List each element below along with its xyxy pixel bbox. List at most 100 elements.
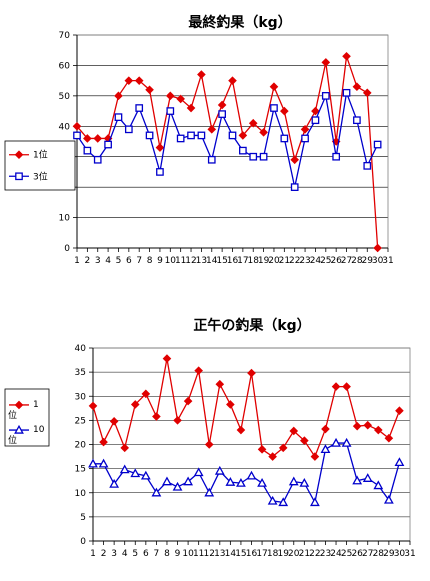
data-point (248, 118, 258, 128)
data-point (135, 104, 144, 112)
data-point (176, 94, 185, 104)
x-tick-label: 26 (351, 549, 363, 559)
data-point (134, 76, 144, 85)
data-point (270, 104, 278, 112)
x-tick-label: 18 (248, 256, 260, 266)
x-tick-label: 28 (351, 256, 363, 266)
x-tick-label: 17 (256, 549, 267, 559)
chart-title: 正午の釣果（kg） (193, 317, 310, 334)
data-point (151, 487, 162, 497)
data-point (321, 92, 330, 100)
y-tick-label: 35 (75, 368, 86, 378)
x-tick-label: 10 (165, 256, 177, 266)
data-point (124, 76, 134, 85)
data-point (162, 354, 172, 363)
legend-label: 位 (8, 434, 17, 446)
data-point (83, 146, 92, 155)
data-point (193, 467, 204, 477)
data-point (197, 70, 206, 79)
data-point (395, 406, 404, 416)
data-point (236, 425, 246, 435)
data-point (176, 134, 185, 143)
data-point (172, 481, 183, 491)
x-tick-label: 29 (383, 549, 395, 559)
y-tick-label: 0 (64, 244, 70, 254)
x-tick-label: 14 (225, 549, 237, 559)
x-tick-label: 8 (164, 549, 170, 559)
y-tick-label: 15 (75, 465, 86, 475)
data-point (145, 85, 154, 95)
x-tick-label: 7 (136, 256, 142, 266)
data-point (120, 443, 130, 453)
data-point (290, 155, 300, 165)
x-tick-label: 6 (143, 549, 149, 559)
x-tick-label: 3 (111, 549, 117, 559)
legend-marker (14, 400, 24, 410)
y-tick-label: 50 (59, 92, 71, 102)
data-point (259, 128, 268, 137)
y-tick-label: 70 (59, 31, 71, 41)
data-point (341, 437, 352, 447)
data-point (186, 103, 196, 113)
data-point (73, 131, 81, 140)
data-point (352, 421, 362, 431)
data-point (165, 91, 175, 101)
data-point (289, 426, 299, 436)
x-tick-label: 9 (157, 256, 163, 266)
x-tick-label: 16 (246, 549, 258, 559)
y-tick-label: 30 (75, 392, 87, 402)
chart-title: 最終釣果（kg） (188, 14, 291, 31)
x-tick-label: 23 (299, 256, 310, 266)
y-tick-label: 10 (59, 214, 71, 224)
data-point (217, 100, 227, 110)
x-tick-label: 18 (267, 549, 279, 559)
data-point (207, 125, 217, 134)
x-tick-label: 27 (341, 256, 352, 266)
data-point (156, 168, 164, 176)
x-tick-label: 6 (126, 256, 132, 266)
data-point (320, 444, 331, 454)
x-tick-label: 31 (404, 549, 415, 559)
x-tick-label: 24 (330, 549, 342, 559)
data-point (309, 497, 320, 507)
data-point (238, 131, 248, 140)
data-point (88, 458, 98, 468)
series-line (76, 90, 379, 188)
legend-marker (15, 172, 23, 181)
data-point (301, 134, 309, 143)
x-tick-label: 4 (122, 549, 128, 559)
x-tick-label: 21 (279, 256, 290, 266)
data-point (278, 443, 288, 453)
x-tick-label: 30 (372, 256, 384, 266)
y-tick-label: 0 (80, 537, 86, 547)
data-point (183, 476, 194, 486)
x-tick-label: 22 (309, 549, 320, 559)
data-point (152, 412, 161, 421)
x-tick-label: 9 (175, 549, 181, 559)
data-point (300, 125, 310, 134)
data-point (394, 457, 405, 467)
data-point (384, 433, 394, 443)
data-point (373, 140, 382, 149)
data-point (239, 146, 247, 155)
y-tick-label: 60 (59, 61, 71, 71)
data-point (352, 82, 362, 92)
data-point (352, 475, 363, 485)
x-tick-label: 15 (235, 549, 246, 559)
x-tick-label: 15 (216, 256, 227, 266)
data-point (214, 465, 225, 475)
data-point (332, 152, 341, 161)
data-point (207, 155, 216, 164)
data-point (269, 82, 279, 92)
legend-label: 10 (33, 425, 45, 435)
x-tick-label: 23 (320, 549, 331, 559)
data-point (373, 480, 384, 490)
data-point (311, 116, 320, 125)
data-point (247, 368, 256, 378)
x-tick-label: 16 (227, 256, 239, 266)
data-point (331, 437, 341, 447)
data-point (280, 134, 289, 143)
data-point (290, 183, 299, 191)
data-point (109, 417, 119, 426)
